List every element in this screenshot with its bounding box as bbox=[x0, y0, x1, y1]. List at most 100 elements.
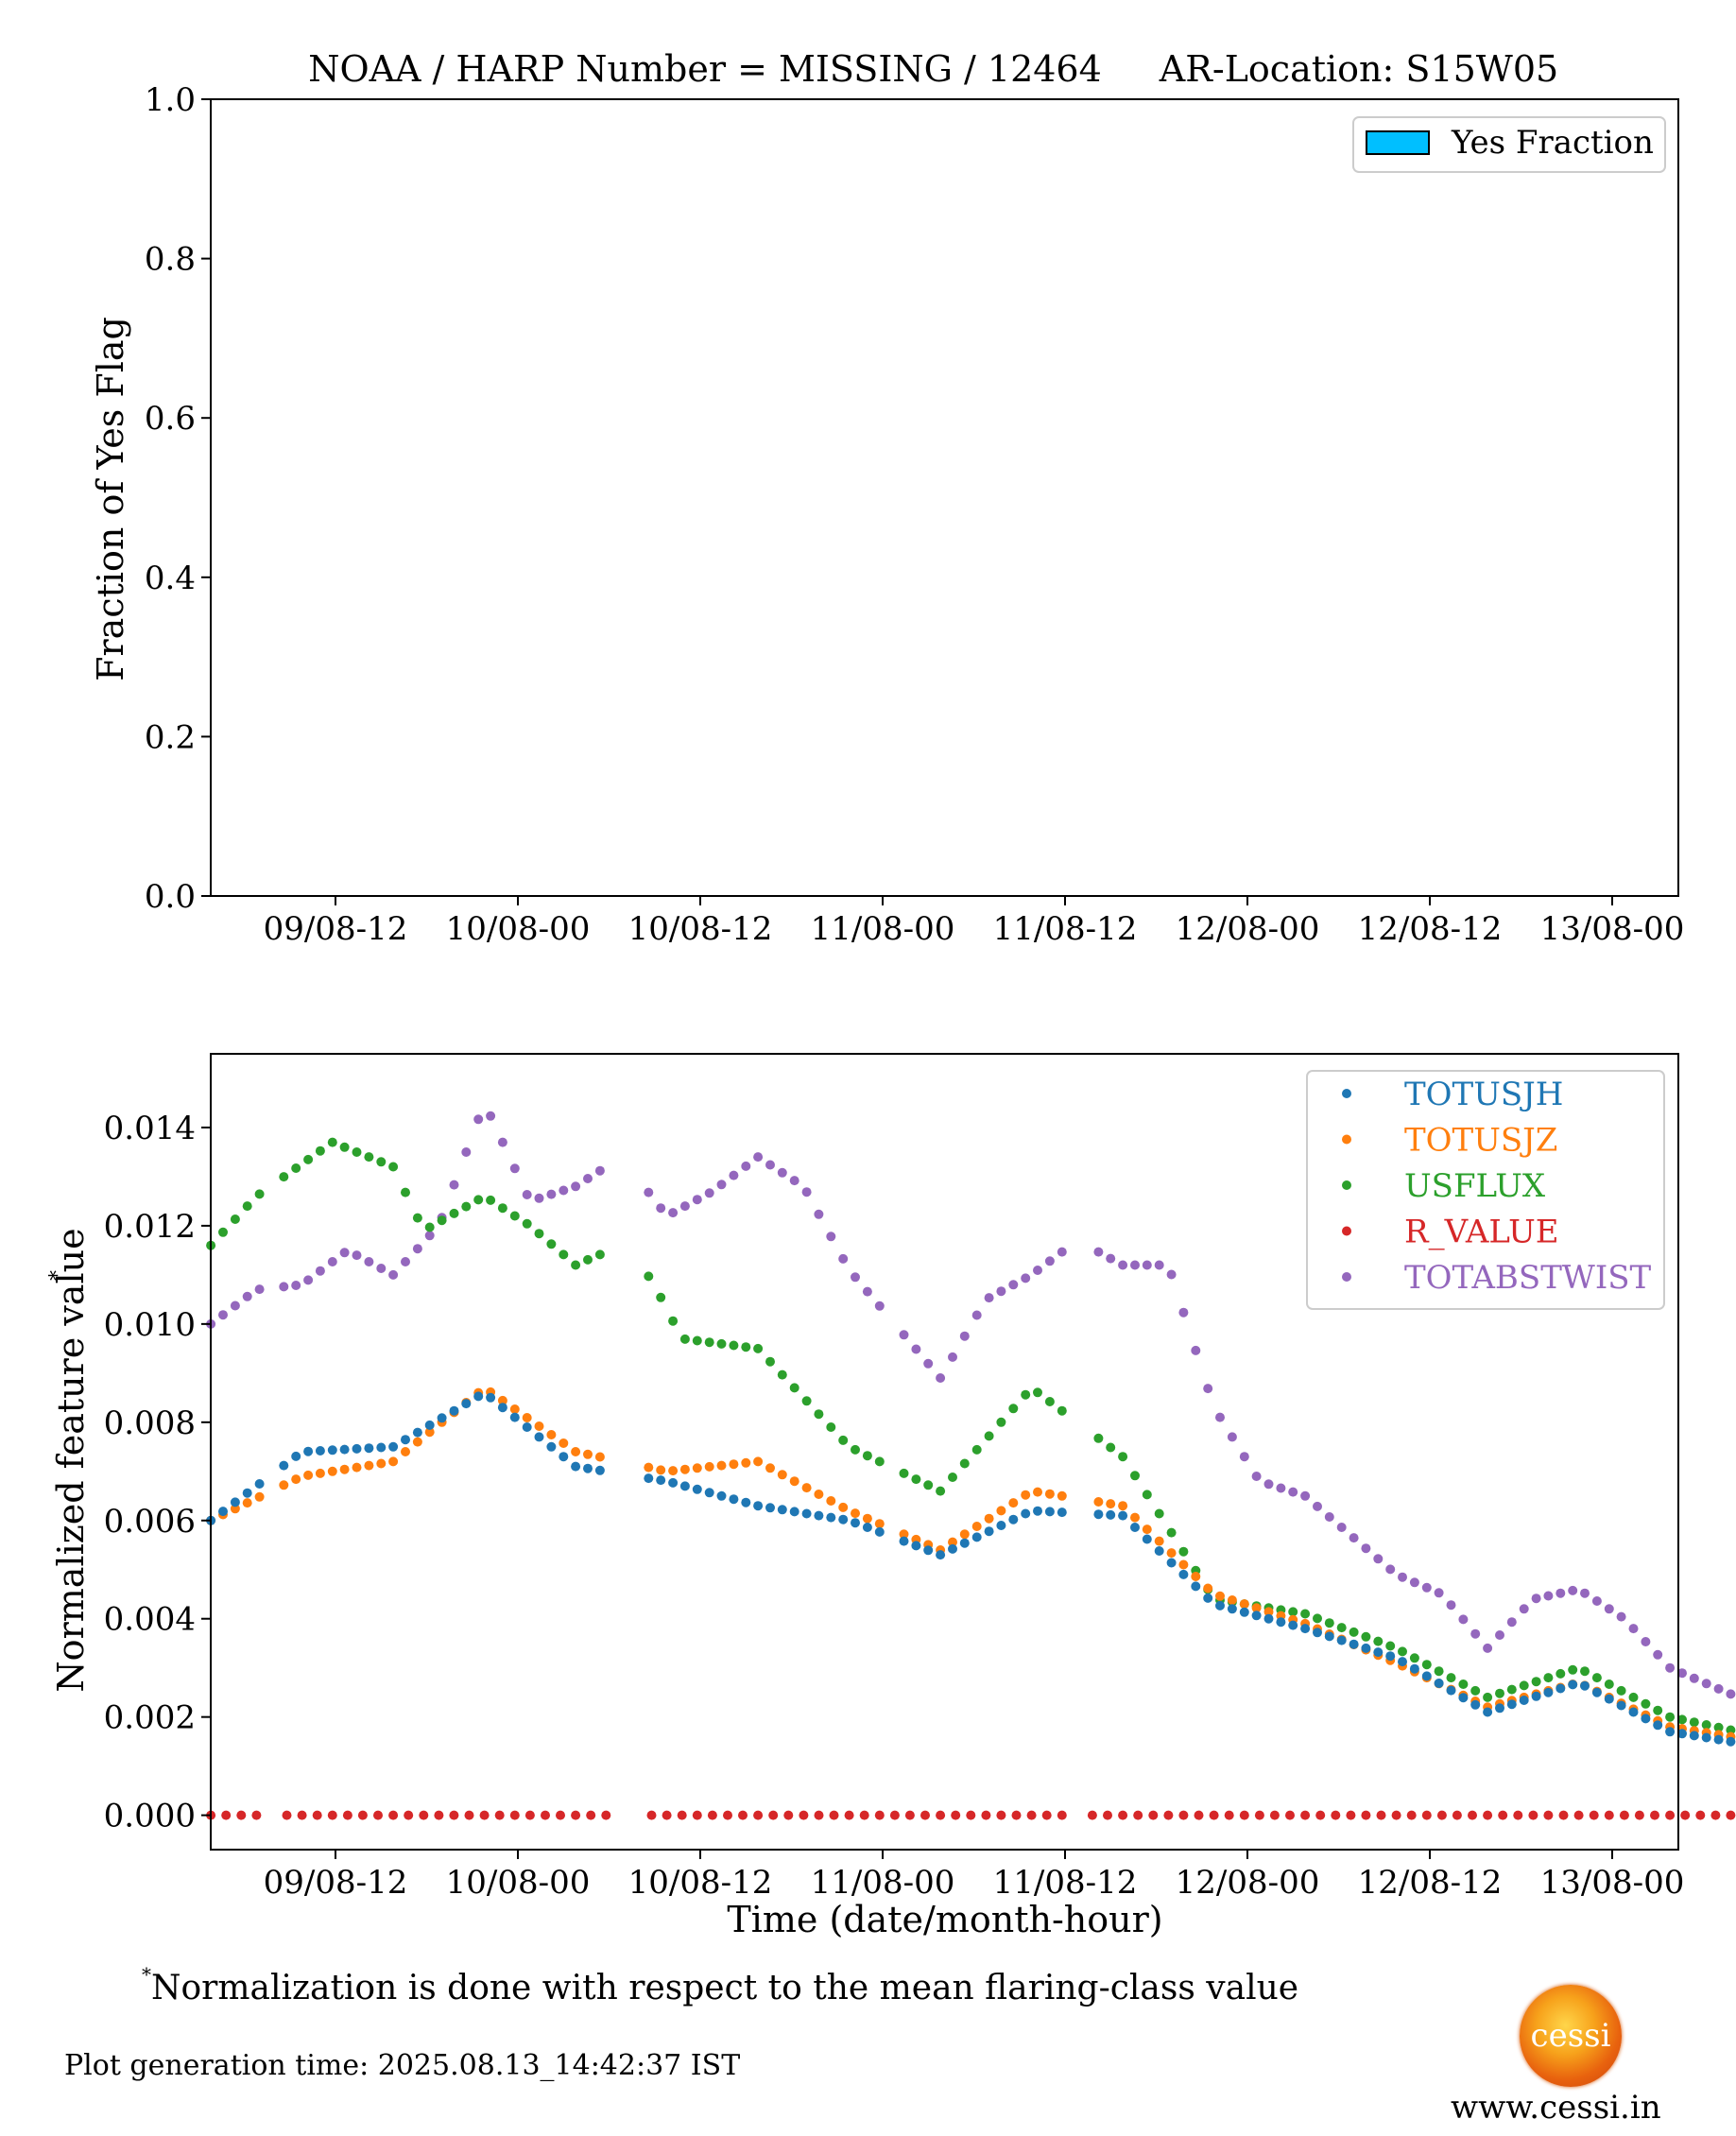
totusjz-point bbox=[315, 1468, 325, 1478]
totabstwist-point bbox=[534, 1193, 544, 1203]
totabstwist-point bbox=[1227, 1432, 1237, 1442]
top-xtick-label: 12/08-12 bbox=[1358, 910, 1503, 948]
r-value-point bbox=[1148, 1810, 1159, 1820]
totusjh-point bbox=[1227, 1604, 1237, 1614]
totusjh-point bbox=[1495, 1703, 1504, 1714]
r-value-point bbox=[768, 1810, 779, 1820]
totusjh-point bbox=[364, 1443, 374, 1454]
totabstwist-point bbox=[923, 1358, 934, 1369]
usflux-point bbox=[959, 1458, 970, 1469]
totabstwist-point bbox=[497, 1137, 507, 1147]
r-value-point bbox=[541, 1810, 550, 1820]
bottom-panel: 0.000 0.002 0.004 0.006 0.008 0.010 0.012 0.014… bbox=[46, 1053, 1736, 1940]
totusjh-point bbox=[741, 1497, 751, 1507]
usflux-point bbox=[1495, 1688, 1504, 1698]
website-url: www.cessi.in bbox=[1451, 2089, 1661, 2127]
usflux-point bbox=[996, 1417, 1006, 1427]
totusjz-point bbox=[948, 1537, 957, 1547]
r-value-point bbox=[981, 1810, 991, 1820]
r-value-point bbox=[1528, 1810, 1538, 1820]
usflux-point bbox=[1324, 1618, 1334, 1628]
r-value-point bbox=[646, 1810, 657, 1820]
totabstwist-point bbox=[1665, 1662, 1676, 1673]
totusjh-point bbox=[546, 1441, 557, 1452]
totusjz-point bbox=[522, 1413, 532, 1422]
totabstwist-point bbox=[1166, 1269, 1177, 1280]
usflux-point bbox=[594, 1249, 605, 1260]
totusjz-point bbox=[1130, 1512, 1140, 1523]
usflux-point bbox=[279, 1172, 289, 1182]
totusjh-point bbox=[1385, 1651, 1396, 1662]
usflux-point bbox=[838, 1435, 849, 1445]
totusjh-point bbox=[1628, 1707, 1639, 1717]
r-value-point bbox=[920, 1810, 930, 1820]
cessi-logo: cessi bbox=[1520, 1985, 1622, 2087]
totabstwist-point bbox=[303, 1275, 314, 1285]
totusjh-point bbox=[826, 1512, 836, 1523]
totabstwist-point bbox=[1495, 1630, 1504, 1640]
totusjh-point bbox=[644, 1473, 654, 1484]
totabstwist-point bbox=[1239, 1452, 1249, 1462]
bottom-ytick-label: 0.010 bbox=[104, 1306, 196, 1344]
r-value-point bbox=[357, 1810, 368, 1820]
totabstwist-point bbox=[1215, 1412, 1225, 1422]
r-value-point bbox=[571, 1810, 581, 1820]
r-value-point bbox=[844, 1810, 854, 1820]
r-value-point bbox=[1406, 1810, 1417, 1820]
totabstwist-point bbox=[571, 1181, 581, 1192]
usflux-point bbox=[1458, 1680, 1469, 1689]
usflux-point bbox=[534, 1229, 544, 1239]
totusjh-point bbox=[1713, 1734, 1724, 1745]
totabstwist-point bbox=[1385, 1564, 1396, 1575]
r-value-point bbox=[282, 1810, 292, 1820]
totusjh-point bbox=[1118, 1510, 1128, 1521]
r-value-point bbox=[434, 1810, 444, 1820]
totabstwist-point bbox=[948, 1352, 957, 1362]
totusjh-point bbox=[1203, 1593, 1213, 1603]
totabstwist-point bbox=[449, 1180, 459, 1190]
usflux-point bbox=[242, 1201, 252, 1212]
totabstwist-point bbox=[509, 1163, 520, 1174]
usflux-point bbox=[1166, 1527, 1177, 1538]
totusjz-point bbox=[327, 1466, 337, 1476]
totabstwist-point bbox=[1458, 1614, 1469, 1625]
totabstwist-point bbox=[789, 1176, 799, 1186]
bottom-plot-frame bbox=[210, 1053, 1679, 1851]
usflux-point bbox=[1616, 1685, 1626, 1696]
usflux-point bbox=[1568, 1664, 1578, 1675]
totusjz-point bbox=[1178, 1559, 1189, 1570]
totabstwist-point bbox=[1556, 1588, 1566, 1598]
totusjh-point bbox=[1349, 1639, 1359, 1649]
totusjh-point bbox=[534, 1432, 544, 1442]
bottom-xtick-label: 12/08-00 bbox=[1176, 1864, 1320, 1902]
top-xtick-label: 10/08-12 bbox=[628, 910, 773, 948]
totabstwist-point bbox=[1008, 1280, 1019, 1290]
usflux-point bbox=[1398, 1646, 1407, 1657]
totusjz-point bbox=[1142, 1524, 1152, 1535]
r-value-point bbox=[509, 1810, 520, 1820]
totusjh-point bbox=[1506, 1699, 1517, 1710]
r-value-point bbox=[1604, 1810, 1614, 1820]
usflux-point bbox=[1349, 1627, 1359, 1637]
totusjh-point bbox=[1519, 1696, 1529, 1705]
totusjh-point bbox=[838, 1514, 849, 1524]
totabstwist-point bbox=[473, 1114, 484, 1125]
totusjh-point bbox=[971, 1532, 982, 1542]
totabstwist-point bbox=[1130, 1260, 1140, 1270]
usflux-point bbox=[546, 1239, 557, 1249]
r-value-legend-label: R_VALUE bbox=[1404, 1214, 1559, 1251]
yes-fraction-swatch bbox=[1366, 130, 1430, 155]
totabstwist-point bbox=[1178, 1307, 1189, 1318]
r-value-point bbox=[677, 1810, 687, 1820]
usflux-point bbox=[401, 1187, 410, 1197]
totabstwist-point bbox=[899, 1330, 909, 1340]
totabstwist-point bbox=[352, 1250, 362, 1261]
totusjz-point bbox=[1239, 1599, 1249, 1610]
top-ytick-label: 0.4 bbox=[145, 560, 196, 597]
usflux-point bbox=[729, 1340, 739, 1351]
totusjz-point bbox=[571, 1447, 581, 1456]
totusjz-point bbox=[1166, 1548, 1177, 1559]
totusjz-point bbox=[1008, 1498, 1019, 1508]
r-value-point bbox=[1254, 1810, 1264, 1820]
